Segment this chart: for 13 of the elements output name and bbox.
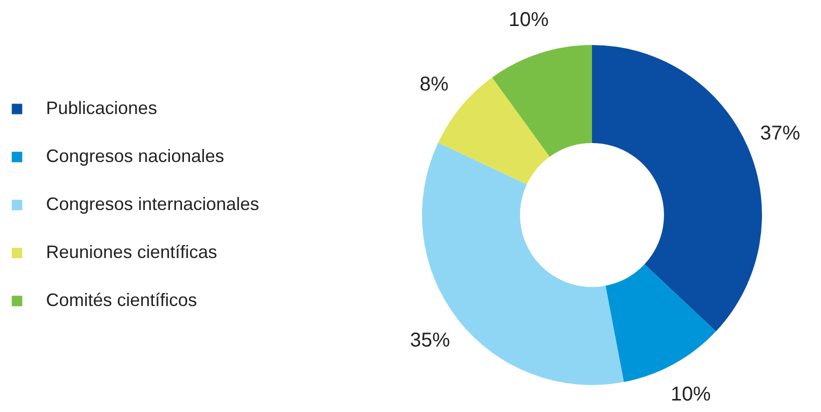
legend-label: Publicaciones: [46, 98, 158, 118]
legend-label: Congresos internacionales: [46, 194, 260, 214]
legend-label: Congresos nacionales: [46, 146, 224, 166]
data-label: 37%: [760, 122, 800, 145]
legend-label: Reuniones científicas: [46, 242, 218, 262]
donut-slice: [492, 45, 592, 157]
data-label: 35%: [410, 330, 450, 352]
legend-label: Comités científicos: [46, 290, 198, 310]
donut-slice: [605, 264, 716, 382]
data-label: 10%: [670, 384, 711, 406]
donut-slice: [592, 45, 762, 332]
data-label: 10%: [508, 9, 549, 32]
data-label: 8%: [420, 73, 449, 96]
